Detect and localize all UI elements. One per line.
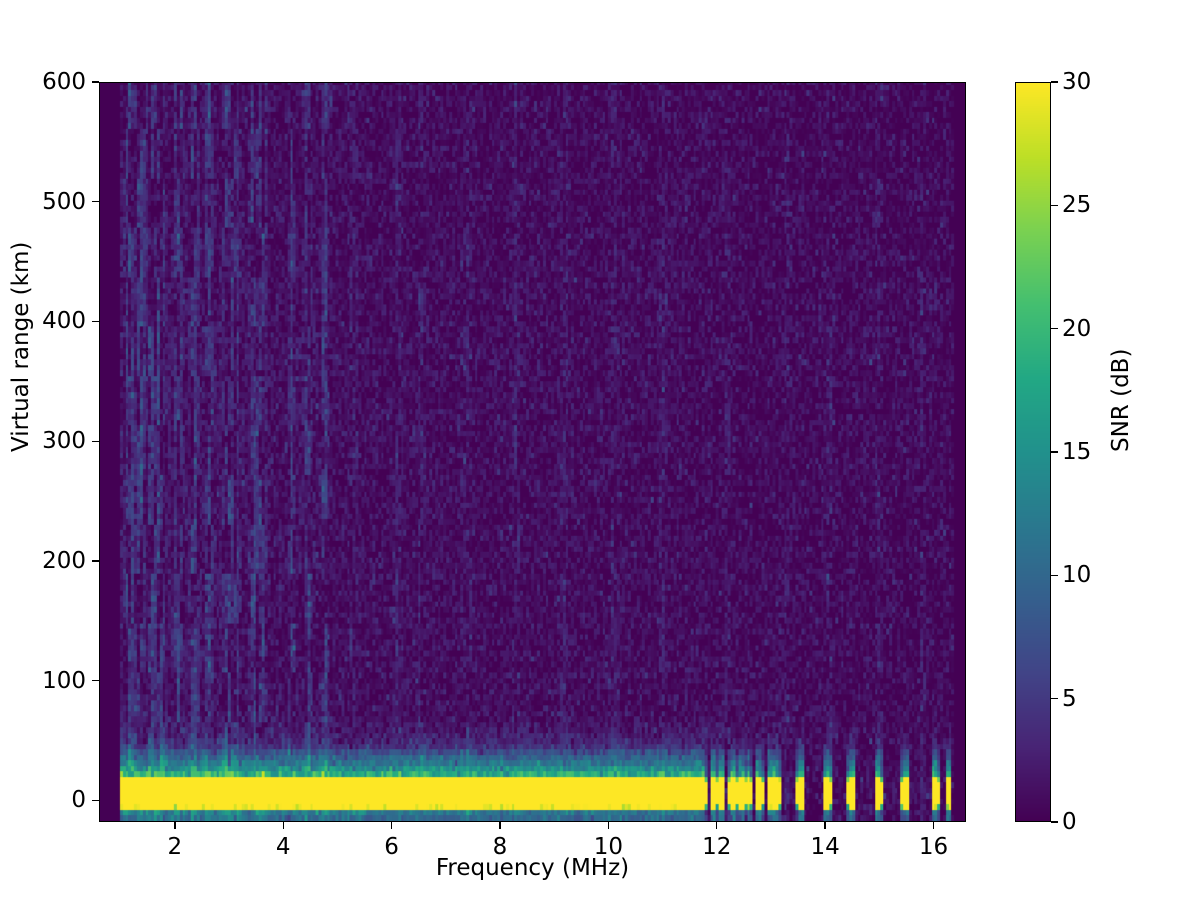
colorbar-tick-mark <box>1051 574 1058 576</box>
x-tick-mark <box>282 822 284 829</box>
x-tick-mark <box>716 822 718 829</box>
y-tick-label: 100 <box>42 667 86 694</box>
colorbar-gradient <box>1016 83 1050 821</box>
x-tick-mark <box>607 822 610 829</box>
colorbar-tick-label: 25 <box>1062 192 1092 219</box>
x-tick-label: 4 <box>275 834 291 860</box>
x-tick-mark <box>824 822 826 829</box>
colorbar-tick-mark <box>1051 204 1058 206</box>
colorbar-tick-label: 20 <box>1062 315 1092 342</box>
colorbar-tick-label: 5 <box>1062 685 1077 712</box>
x-tick-label: 8 <box>492 834 508 860</box>
y-tick-mark <box>92 320 99 323</box>
y-tick-mark <box>92 440 99 442</box>
heatmap-plot-area <box>99 82 966 822</box>
colorbar-tick-label: 30 <box>1062 69 1092 95</box>
y-tick-label: 300 <box>42 428 86 455</box>
colorbar-tick-mark <box>1051 451 1058 453</box>
x-tick-label: 2 <box>167 834 183 860</box>
x-tick-label: 12 <box>702 834 732 860</box>
y-axis-label: Virtual range (km) <box>8 241 34 452</box>
y-tick-label: 400 <box>42 308 86 335</box>
y-tick-mark <box>92 680 99 682</box>
colorbar-tick-label: 15 <box>1062 439 1092 465</box>
x-tick-label: 6 <box>384 834 399 860</box>
ionogram-heatmap-canvas <box>100 83 965 821</box>
x-tick-label: 14 <box>810 834 840 860</box>
y-tick-mark <box>92 201 99 203</box>
colorbar-tick-label: 10 <box>1062 562 1092 589</box>
x-tick-mark <box>499 822 501 829</box>
y-tick-mark <box>92 81 99 83</box>
x-tick-label: 10 <box>593 834 623 860</box>
colorbar-tick-mark <box>1051 81 1058 83</box>
colorbar-label: SNR (dB) <box>1108 348 1134 452</box>
y-tick-mark <box>92 799 99 802</box>
y-tick-mark <box>92 560 99 562</box>
colorbar-tick-label: 0 <box>1062 809 1077 835</box>
colorbar-tick-mark <box>1051 821 1058 823</box>
colorbar-tick-mark <box>1051 328 1058 330</box>
y-tick-label: 0 <box>71 787 86 814</box>
x-axis-label: Frequency (MHz) <box>435 855 630 881</box>
x-tick-mark <box>932 822 935 829</box>
x-tick-mark <box>174 822 176 829</box>
x-tick-mark <box>390 822 393 829</box>
y-tick-label: 200 <box>42 547 86 574</box>
colorbar-tick-mark <box>1051 698 1058 700</box>
y-tick-label: 500 <box>42 188 86 215</box>
y-tick-label: 600 <box>42 69 86 95</box>
colorbar <box>1015 82 1051 822</box>
x-tick-label: 16 <box>918 834 949 860</box>
